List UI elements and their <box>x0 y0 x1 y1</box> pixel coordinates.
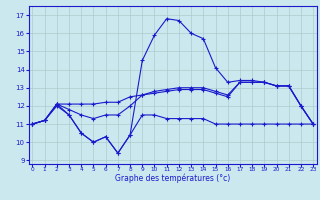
X-axis label: Graphe des températures (°c): Graphe des températures (°c) <box>115 174 230 183</box>
